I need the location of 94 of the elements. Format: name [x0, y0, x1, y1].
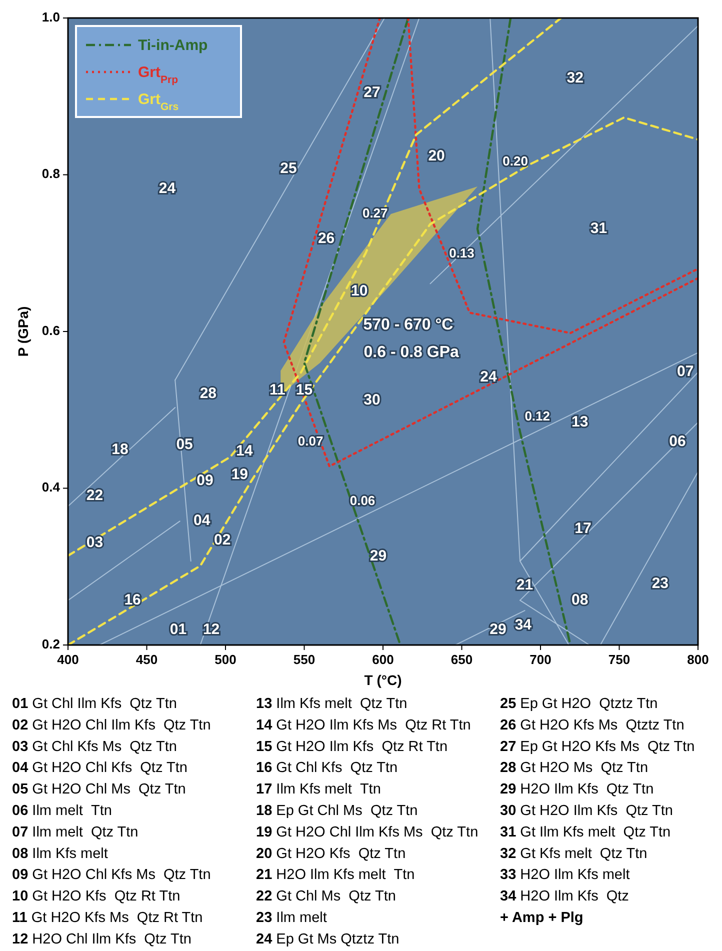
annotation: 19	[231, 466, 248, 483]
annotation: 03	[86, 534, 104, 552]
text: 04 Gt H2O Chl Kfs Qtz Ttn	[12, 760, 188, 776]
text: 19 Gt H2O Chl Ilm Kfs Ms Qtz Ttn	[256, 824, 478, 840]
text: 13 Ilm Kfs melt Qtz Ttn	[256, 696, 408, 712]
annotation: 0.13	[449, 245, 474, 260]
annotation: 09	[196, 472, 214, 490]
text: 03 Gt Chl Kfs Ms Qtz Ttn	[12, 738, 177, 755]
annotation: 17	[574, 520, 592, 537]
annotation: 05	[176, 436, 193, 454]
text: 12 H2O Chl Ilm Kfs Qtz Ttn	[12, 931, 192, 948]
text: 24 Ep Gt Ms Qtztz Ttn	[256, 931, 400, 948]
annotation: 25	[280, 160, 297, 178]
annotation: 0.6 - 0.8 GPa	[364, 344, 460, 361]
text: 22 Gt Chl Ms Qtz Ttn	[256, 888, 396, 905]
annotation: 12	[202, 621, 220, 638]
x-tick-label: 750	[608, 652, 630, 667]
text: 02 Gt H2O Chl Ilm Kfs Qtz Ttn	[12, 717, 211, 734]
text: 33 H2O Ilm Kfs melt	[500, 867, 630, 884]
text: 30 Gt H2O Ilm Kfs Qtz Ttn	[500, 803, 673, 819]
text: 29 H2O Ilm Kfs Qtz Ttn	[500, 782, 654, 798]
annotation: 0.12	[524, 408, 550, 424]
annotation: 26	[318, 230, 335, 247]
legend-label: Grt$_{Prp}$	[138, 64, 178, 86]
text: 23 Ilm melt	[256, 910, 327, 926]
annotation: 27	[364, 84, 380, 102]
annotation: 20	[428, 148, 445, 165]
text: 16 Gt Chl Kfs Qtz Ttn	[256, 760, 398, 776]
text: 11 Gt H2O Kfs Ms Qtz Rt Ttn	[12, 910, 203, 926]
legend-label: Grt$_{Grs}$	[138, 91, 179, 113]
text: 08 Ilm Kfs melt	[12, 846, 108, 862]
text: 28 Gt H2O Ms Qtz Ttn	[500, 760, 648, 776]
annotation: 13	[572, 413, 588, 430]
text: 09 Gt H2O Chl Kfs Ms Qtz Ttn	[12, 867, 211, 884]
x-tick-label: 400	[57, 652, 79, 667]
annotation: 16	[124, 591, 141, 608]
text: 27 Ep Gt H2O Kfs Ms Qtz Ttn	[500, 738, 695, 755]
annotation: 0.27	[362, 205, 388, 220]
y-tick-label: 0.2	[42, 636, 60, 652]
annotation: 29	[490, 621, 506, 638]
annotation: 21	[516, 576, 534, 594]
annotation: 07	[677, 363, 694, 380]
x-tick-label: 550	[293, 652, 316, 667]
annotation: 23	[652, 574, 669, 592]
annotation: 0.07	[298, 433, 324, 448]
y-tick-label: 0.4	[42, 480, 61, 495]
x-tick-label: 800	[687, 652, 709, 667]
text: 06 Ilm melt Ttn	[12, 803, 112, 819]
text: 20 Gt H2O Kfs Qtz Ttn	[256, 846, 406, 862]
y-tick-label: 0.6	[42, 322, 60, 338]
annotation: 22	[86, 487, 104, 504]
x-tick-label: 650	[450, 652, 473, 667]
annotation: 0.20	[502, 154, 528, 169]
text: + Amp + Plg	[500, 910, 584, 926]
annotation: 32	[566, 69, 584, 86]
x-tick-label: 600	[372, 652, 394, 667]
y-axis-title: P (GPa)	[15, 306, 31, 357]
text: 14 Gt H2O Ilm Kfs Ms Qtz Rt Ttn	[256, 717, 471, 734]
text: 31 Gt Ilm Kfs melt Qtz Ttn	[500, 824, 671, 840]
annotation: 04	[194, 512, 211, 530]
annotation: 28	[200, 385, 217, 402]
text: 07 Ilm melt Qtz Ttn	[12, 824, 138, 840]
annotation: 18	[112, 440, 128, 458]
text: 17 Ilm Kfs melt Ttn	[256, 782, 381, 798]
annotation: 34	[514, 616, 532, 634]
text: 10 Gt H2O Kfs Qtz Rt Ttn	[12, 888, 180, 905]
text: 21 H2O Ilm Kfs melt Ttn	[256, 867, 415, 884]
annotation: 24	[480, 368, 498, 386]
y-tick-label: 0.8	[42, 166, 60, 182]
x-axis-title: T (°C)	[364, 672, 402, 688]
annotation: 29	[370, 547, 387, 564]
annotation: 570 - 670 °C	[363, 316, 454, 334]
annotation: 24	[158, 180, 176, 197]
annotation: 06	[669, 432, 686, 450]
text: 25 Ep Gt H2O Qtztz Ttn	[500, 696, 658, 712]
text: 15 Gt H2O Ilm Kfs Qtz Rt Ttn	[256, 738, 448, 755]
annotation: 10	[351, 282, 368, 300]
text: 18 Ep Gt Chl Ms Qtz Ttn	[256, 803, 418, 819]
legend-label: Ti-in-Amp	[138, 37, 208, 54]
text: 26 Gt H2O Kfs Ms Qtztz Ttn	[500, 717, 684, 734]
annotation: 14	[236, 442, 254, 460]
annotation: 31	[590, 220, 608, 237]
text: 34 H2O Ilm Kfs Qtz	[500, 888, 629, 905]
text: 05 Gt H2O Chl Ms Qtz Ttn	[12, 782, 186, 798]
y-tick-label: 1.0	[42, 9, 60, 24]
x-tick-label: 450	[136, 652, 158, 667]
annotation: 0.06	[350, 493, 376, 508]
text: 32 Gt Kfs melt Qtz Ttn	[500, 846, 648, 862]
annotation: 30	[364, 391, 380, 408]
x-tick-label: 500	[214, 652, 236, 667]
annotation: 08	[572, 591, 588, 608]
annotation: 01	[170, 621, 187, 638]
x-tick-label: 700	[530, 652, 552, 667]
text: 01 Gt Chl Ilm Kfs Qtz Ttn	[12, 696, 177, 712]
